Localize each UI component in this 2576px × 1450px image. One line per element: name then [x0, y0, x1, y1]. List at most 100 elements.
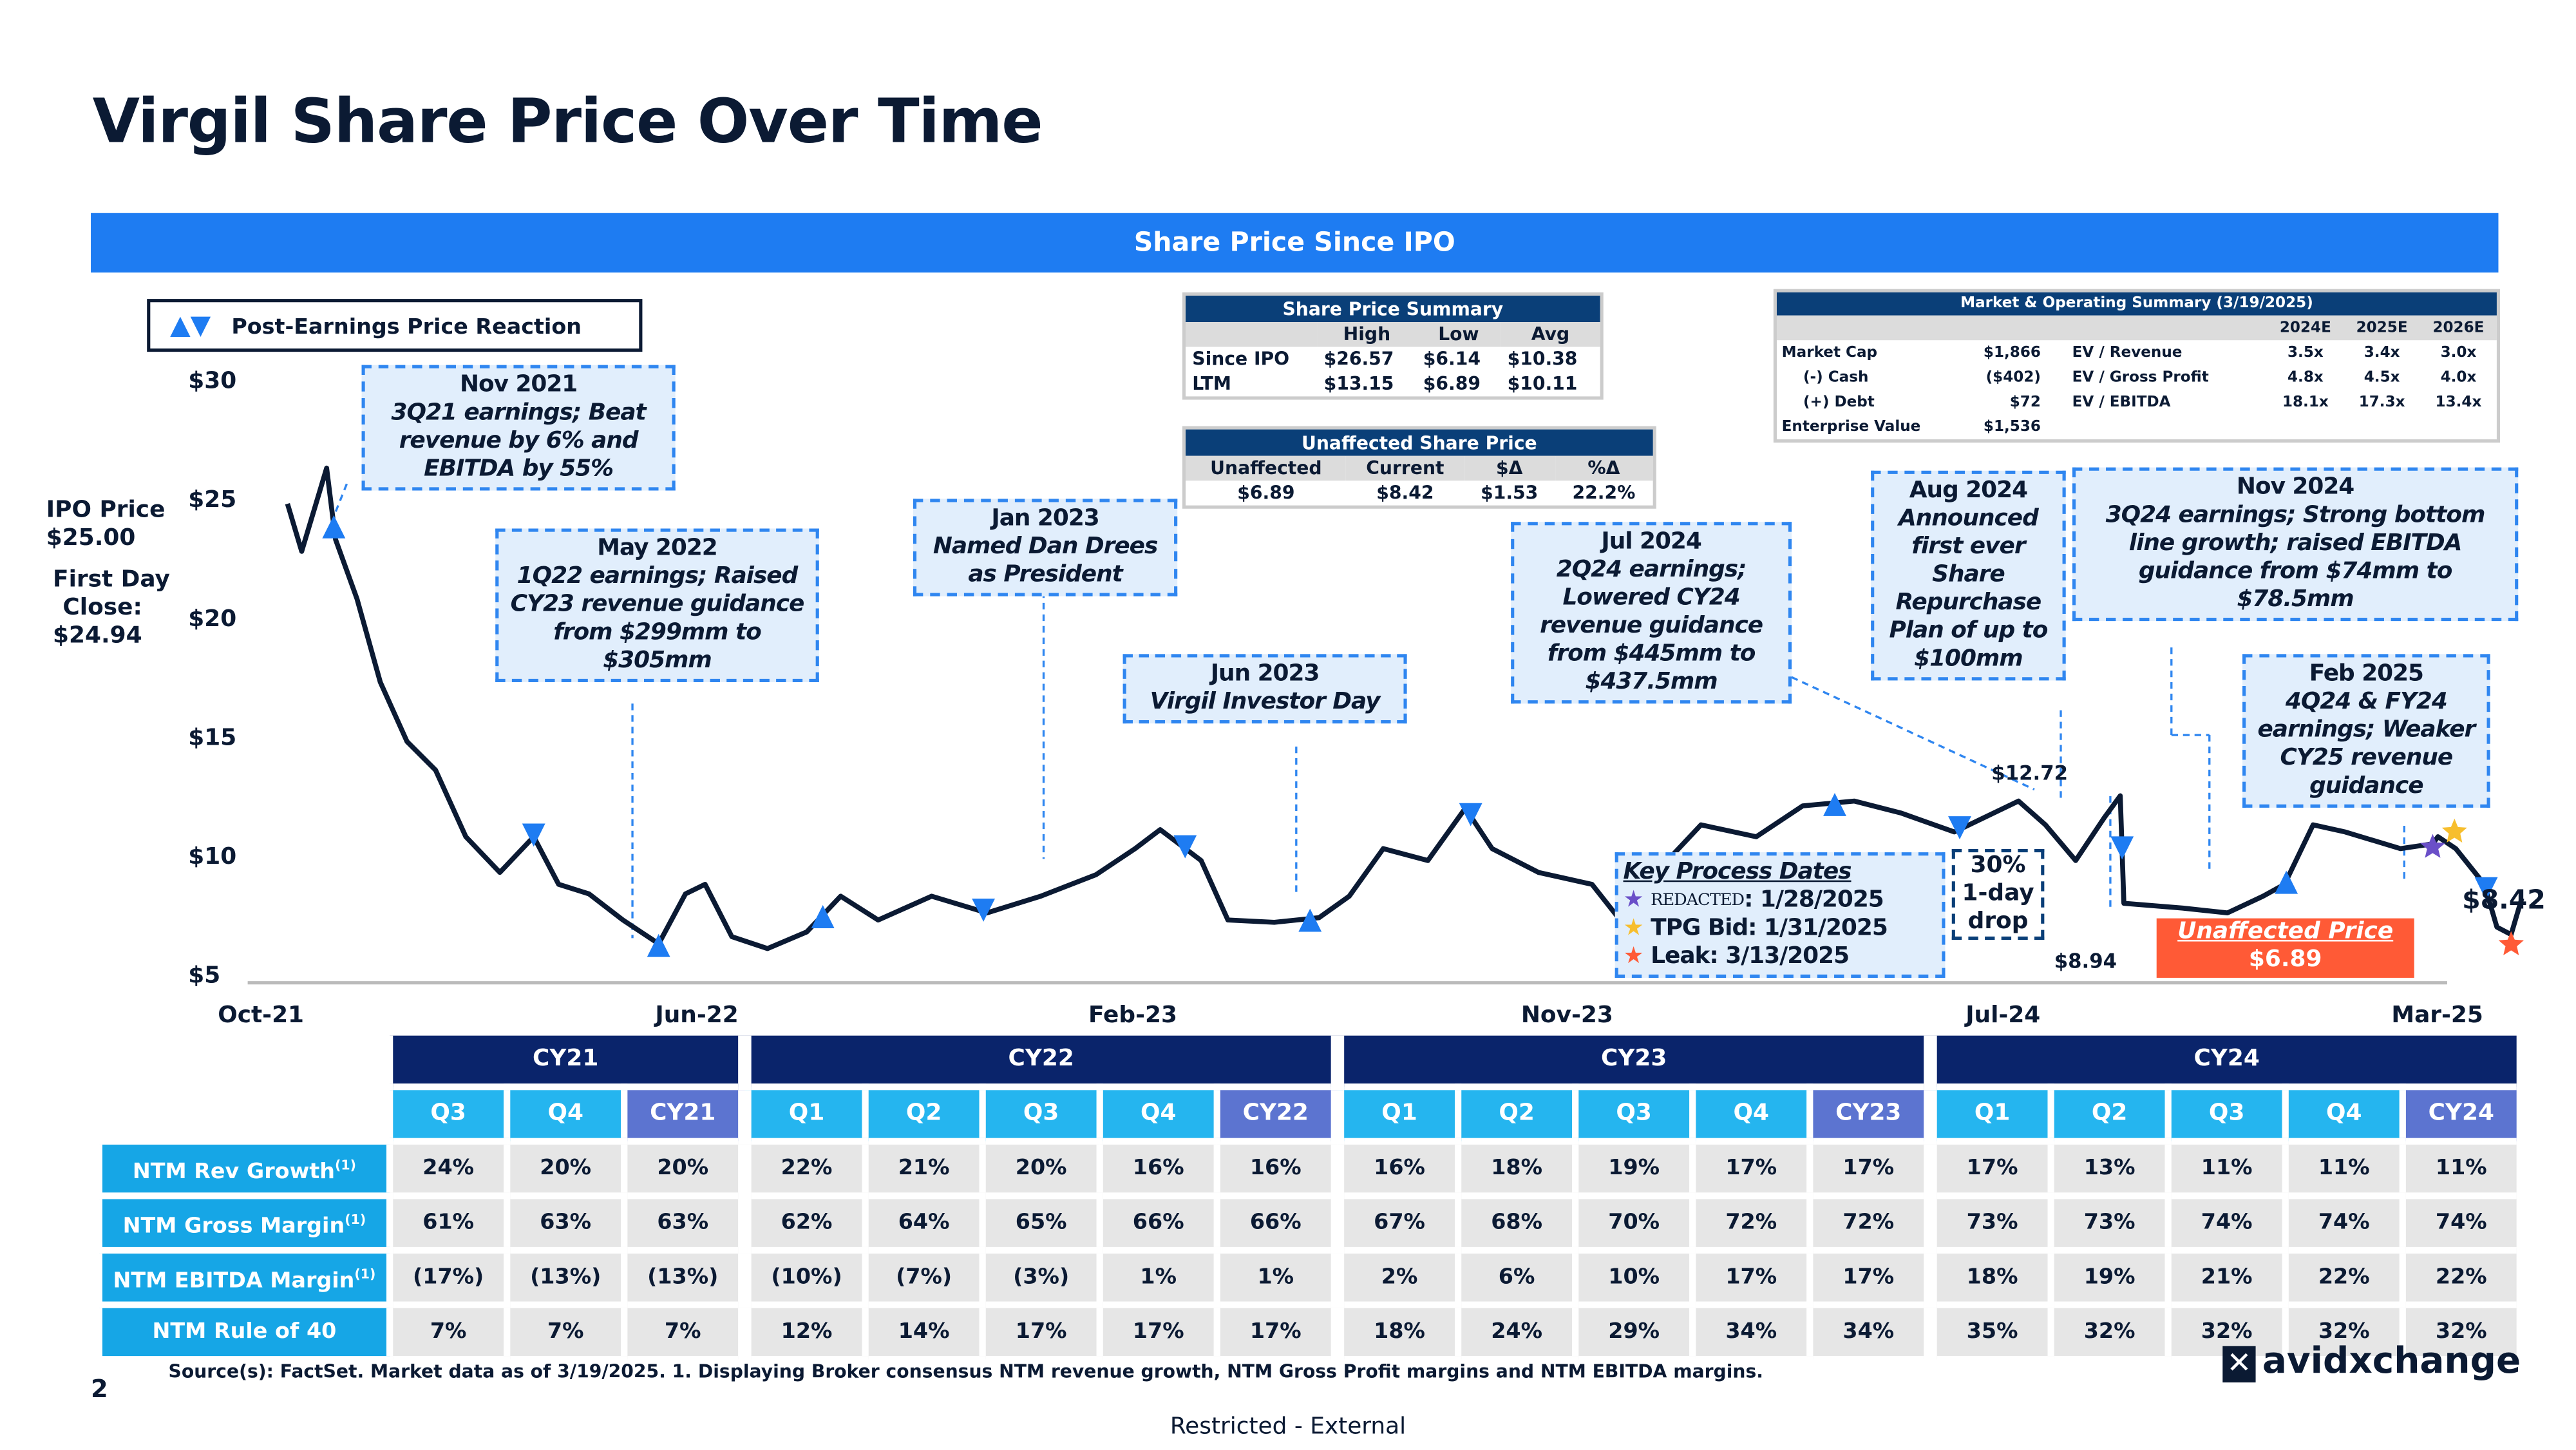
earnings-marker-down — [522, 823, 545, 847]
metric-cell: (3%) — [979, 1250, 1100, 1308]
earnings-marker-down — [2474, 877, 2498, 901]
metric-cell: 17% — [1689, 1250, 1810, 1308]
process-label: TPG Bid — [1651, 915, 1748, 942]
row-label: Enterprise Value — [1781, 418, 1921, 435]
annotation-body: Announced first ever Share Repurchase Pl… — [1889, 505, 2048, 673]
earnings-marker-down — [1459, 803, 1482, 826]
year-group-header: CY22 — [738, 1035, 1338, 1091]
spacer — [2255, 390, 2267, 414]
star-icon: ★ — [1623, 886, 1644, 913]
metric-cell: (17%) — [386, 1250, 507, 1308]
cell: $13.15 — [1323, 372, 1394, 394]
x-tick-label: Mar-25 — [2391, 1002, 2483, 1029]
annotation-aug-2024: Aug 2024 Announced first ever Share Repur… — [1871, 470, 2066, 681]
metric-cell: 11% — [2399, 1141, 2517, 1199]
unaffected-share-price-table: Unaffected Share Price Unaffected Current… — [1186, 429, 1653, 506]
period-header: Q3 — [979, 1087, 1100, 1145]
period-header: Q4 — [504, 1087, 625, 1145]
earnings-marker-up — [1298, 908, 1322, 932]
y-tick-label: $5 — [188, 962, 221, 989]
col-header: 2026E — [2420, 315, 2497, 341]
redacted-star-marker — [2420, 834, 2445, 858]
metric-cell: 19% — [2047, 1250, 2168, 1308]
metric-label: EV / Gross Profit — [2072, 369, 2209, 386]
metric-label: EV / Revenue — [2072, 344, 2183, 361]
company-logo: ✕ avidxchange — [2222, 1342, 2521, 1383]
high-price-label: $12.72 — [1991, 761, 2069, 785]
market-operating-summary-table: Market & Operating Summary (3/19/2025) 2… — [1776, 292, 2497, 440]
metric-cell: 74% — [2164, 1196, 2286, 1254]
metric-cell: 12% — [738, 1304, 866, 1363]
source-note: Source(s): FactSet. Market data as of 3/… — [168, 1360, 1763, 1383]
col-header: Current — [1346, 455, 1464, 481]
row-label: (+) Debt — [1803, 394, 1875, 411]
x-tick-label: Nov-23 — [1520, 1002, 1613, 1029]
annotation-head: Feb 2025 — [2309, 660, 2424, 687]
period-header: Q4 — [2282, 1087, 2403, 1145]
period-header: CY24 — [2399, 1087, 2517, 1145]
year-group-header: CY24 — [1924, 1035, 2517, 1091]
metric-cell: 17% — [979, 1304, 1100, 1363]
period-header: Q4 — [1096, 1087, 1217, 1145]
metric-cell: 34% — [1689, 1304, 1810, 1363]
metric-cell: 73% — [1924, 1196, 2051, 1254]
cell — [2420, 415, 2497, 439]
col-header: Low — [1416, 321, 1501, 347]
metric-cell: 22% — [738, 1141, 866, 1199]
unaffected-title: Unaffected Price — [2177, 918, 2394, 945]
y-tick-label: $20 — [188, 606, 237, 633]
metric-cell: 63% — [621, 1196, 745, 1254]
table-row: Enterprise Value $1,536 — [1777, 415, 2497, 439]
period-header: Q2 — [1454, 1087, 1576, 1145]
metric-cell: 1% — [1096, 1250, 1217, 1308]
metric-cell: 17% — [1806, 1250, 1931, 1308]
metric-cell: 74% — [2282, 1196, 2403, 1254]
metric-cell: 17% — [1924, 1141, 2051, 1199]
cell: $6.89 — [1423, 372, 1481, 394]
period-header: CY22 — [1213, 1087, 1338, 1145]
metric-cell: 70% — [1572, 1196, 1693, 1254]
metric-cell: 18% — [1924, 1250, 2051, 1308]
earnings-marker-up — [322, 515, 346, 539]
metric-cell: 7% — [621, 1304, 745, 1363]
metric-cell: 18% — [1454, 1141, 1576, 1199]
metric-cell: 29% — [1572, 1304, 1693, 1363]
spacer — [95, 1087, 390, 1145]
cell: $10.38 — [1507, 347, 1578, 370]
metric-cell: 24% — [386, 1141, 507, 1199]
period-header: CY23 — [1806, 1087, 1931, 1145]
year-group-header: CY21 — [386, 1035, 745, 1091]
metric-cell: 21% — [2164, 1250, 2286, 1308]
cell: $1,536 — [1983, 418, 2041, 435]
row-label: LTM — [1192, 372, 1231, 394]
metric-cell: (7%) — [862, 1250, 983, 1308]
star-icon: ★ — [1623, 915, 1644, 942]
spacer — [2255, 415, 2267, 439]
table-row: LTM $13.15 $6.89 $10.11 — [1186, 372, 1600, 396]
earnings-marker-up — [647, 933, 670, 957]
unaffected-price-callout: Unaffected Price $6.89 — [2156, 918, 2414, 978]
metric-cell: 34% — [1806, 1304, 1931, 1363]
cell: $1,866 — [1983, 344, 2041, 361]
table-row: Market Cap $1,866 EV / Revenue 3.5x 3.4x 3.0x — [1777, 340, 2497, 365]
period-header: Q1 — [1331, 1087, 1459, 1145]
annotation-body: 2Q24 earnings; Lowered CY24 revenue guid… — [1540, 557, 1763, 696]
annotation-jul-2024: Jul 2024 2Q24 earnings; Lowered CY24 reve… — [1511, 522, 1792, 704]
process-item-redacted: ★ REDACTED: 1/28/2025 — [1624, 887, 1937, 915]
price-line — [285, 465, 2524, 951]
drop-callout: 30% 1-day drop — [1951, 848, 2045, 940]
cell — [2344, 415, 2420, 439]
annotation-nov-2021: Nov 2021 3Q21 earnings; Beat revenue by 6… — [361, 365, 676, 491]
row-label: (-) Cash — [1803, 369, 1869, 386]
row-label: NTM Gross Margin(1) — [95, 1196, 390, 1254]
metric-cell: 6% — [1454, 1250, 1576, 1308]
metric-cell: 19% — [1572, 1141, 1693, 1199]
period-header: Q4 — [1689, 1087, 1810, 1145]
key-process-dates: Key Process Dates ★ REDACTED: 1/28/2025 … — [1615, 852, 1946, 978]
metric-cell: 68% — [1454, 1196, 1576, 1254]
metric-cell: 17% — [1096, 1304, 1217, 1363]
annotation-head: Jan 2023 — [991, 505, 1099, 532]
process-label: Leak — [1651, 943, 1710, 970]
process-item-leak: ★ Leak: 3/13/2025 — [1624, 943, 1937, 971]
x-tick-label: Jun-22 — [655, 1002, 739, 1029]
